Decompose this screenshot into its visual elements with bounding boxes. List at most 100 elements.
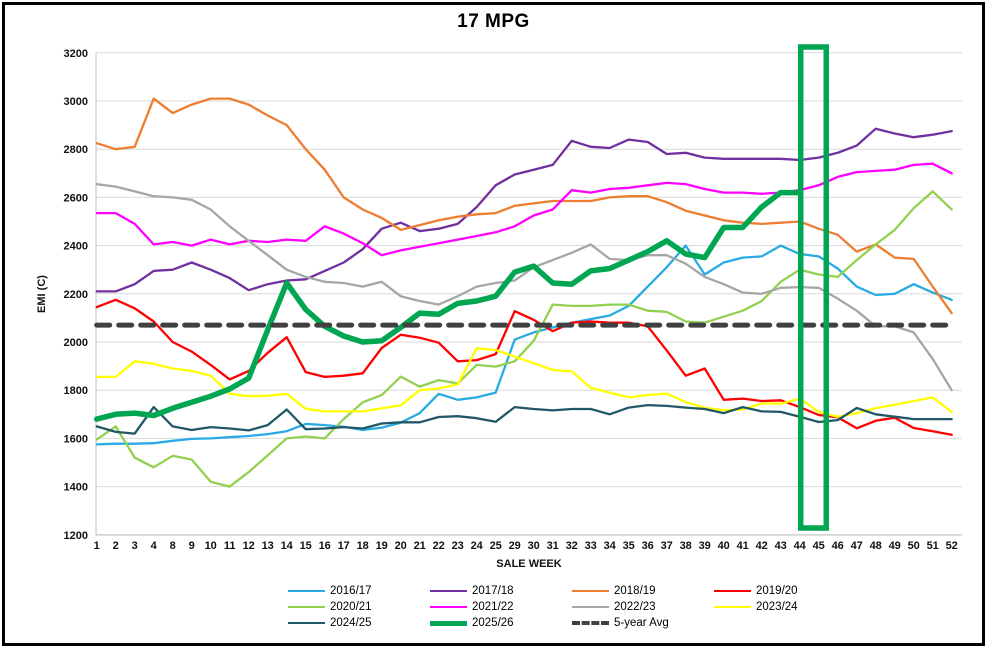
x-tick-label: 49 [889, 540, 901, 552]
legend-item-2017-18: 2017/18 [430, 585, 572, 597]
legend-row: 2020/21 2021/22 2022/23 2023/24 [288, 599, 856, 615]
legend-item-2024-25: 2024/25 [288, 617, 430, 629]
x-tick-label: 10 [205, 540, 217, 552]
x-tick-label: 13 [262, 540, 274, 552]
x-tick-label: 46 [832, 540, 844, 552]
x-tick-label: 30 [528, 540, 540, 552]
y-axis-title: EMI (C) [36, 275, 48, 313]
legend-label: 2019/20 [756, 585, 798, 597]
y-tick-label: 2600 [64, 192, 88, 204]
x-tick-label: 33 [585, 540, 597, 552]
x-tick-label: 47 [851, 540, 863, 552]
legend-item-2019-20: 2019/20 [714, 585, 856, 597]
legend-swatch [572, 589, 609, 593]
legend-label: 2024/25 [330, 617, 372, 629]
y-tick-label: 3000 [64, 96, 88, 108]
series-line-2019-20 [95, 298, 953, 436]
x-tick-label: 32 [566, 540, 578, 552]
x-tick-label: 4 [151, 540, 158, 552]
x-tick-label: 39 [699, 540, 711, 552]
x-tick-label: 17 [338, 540, 350, 552]
series-line-2018-19 [95, 97, 953, 315]
y-tick-label: 1400 [64, 482, 88, 494]
x-tick-label: 31 [547, 540, 559, 552]
series-line-2025-26 [93, 189, 803, 422]
x-tick-label: 24 [471, 540, 484, 552]
y-tick-label: 1600 [64, 433, 88, 445]
x-tick-label: 45 [813, 540, 825, 552]
legend-label: 2017/18 [472, 585, 514, 597]
x-tick-label: 1 [94, 540, 100, 552]
legend-item-5-year-avg: 5-year Avg [572, 617, 714, 629]
series-line-2020-21 [95, 190, 953, 488]
legend-item-2021-22: 2021/22 [430, 601, 572, 613]
series-line-2017-18 [95, 127, 953, 293]
series-line-2023-24 [95, 347, 953, 418]
x-tick-label: 51 [927, 540, 939, 552]
x-tick-label: 38 [680, 540, 692, 552]
series-line-2022-23 [95, 182, 953, 392]
x-tick-label: 37 [661, 540, 673, 552]
x-axis-title: SALE WEEK [496, 558, 561, 570]
legend-swatch [430, 605, 467, 609]
y-tick-label: 2000 [64, 337, 88, 349]
x-tick-label: 8 [170, 540, 176, 552]
legend-swatch [288, 589, 325, 593]
x-tick-label: 20 [395, 540, 407, 552]
legend-item-2023-24: 2023/24 [714, 601, 856, 613]
x-tick-label: 15 [300, 540, 312, 552]
x-tick-label: 19 [376, 540, 388, 552]
legend-label: 2023/24 [756, 601, 798, 613]
legend-item-2022-23: 2022/23 [572, 601, 714, 613]
y-tick-label: 1800 [64, 385, 88, 397]
legend-swatch [430, 620, 467, 626]
legend-label: 2025/26 [472, 617, 514, 629]
legend-swatch [572, 605, 609, 609]
x-tick-label: 18 [357, 540, 369, 552]
x-tick-label: 29 [509, 540, 521, 552]
legend-row: 2016/17 2017/18 2018/19 2019/20 [288, 583, 856, 599]
legend-label: 2018/19 [614, 585, 656, 597]
legend-swatch [572, 621, 609, 625]
legend-label: 5-year Avg [614, 617, 669, 629]
x-tick-label: 22 [433, 540, 445, 552]
x-tick-label: 25 [490, 540, 502, 552]
chart-canvas: 1200 1400 1600 1800 2000 2200 2400 2600 2800 3000… [36, 44, 962, 570]
legend-item-2018-19: 2018/19 [572, 585, 714, 597]
series-line-2024-25 [95, 403, 953, 435]
x-tick-label: 11 [224, 540, 236, 552]
legend-item-2016-17: 2016/17 [288, 585, 430, 597]
y-tick-label: 2800 [64, 144, 88, 156]
legend-swatch [714, 605, 751, 609]
x-tick-label: 40 [718, 540, 730, 552]
legend-swatch [288, 621, 325, 625]
legend-swatch [714, 589, 751, 593]
highlight-rect [797, 44, 830, 531]
legend-row: 2024/25 2025/26 5-year Avg [288, 615, 856, 631]
x-tick-label: 16 [319, 540, 331, 552]
legend-swatch [430, 589, 467, 593]
y-tick-label: 1200 [64, 530, 88, 542]
y-tick-label: 2400 [64, 241, 88, 253]
x-tick-label: 35 [623, 540, 635, 552]
x-tick-label: 23 [452, 540, 464, 552]
x-tick-label: 44 [794, 540, 807, 552]
legend-label: 2022/23 [614, 601, 656, 613]
x-tick-label: 52 [946, 540, 958, 552]
x-tick-label: 34 [604, 540, 617, 552]
x-tick-label: 3 [132, 540, 138, 552]
x-tick-label: 12 [243, 540, 255, 552]
legend-item-2020-21: 2020/21 [288, 601, 430, 613]
legend-swatch [288, 605, 325, 609]
legend-label: 2016/17 [330, 585, 372, 597]
x-tick-label: 36 [642, 540, 654, 552]
x-tick-label: 14 [281, 540, 294, 552]
x-tick-label: 2 [113, 540, 119, 552]
x-tick-label: 21 [414, 540, 426, 552]
x-tick-label: 50 [908, 540, 920, 552]
series-line-2016-17 [95, 244, 953, 446]
chart-legend: 2016/17 2017/18 2018/19 2019/20 2020/21 2021/… [288, 583, 856, 631]
legend-label: 2020/21 [330, 601, 372, 613]
x-tick-label: 9 [189, 540, 195, 552]
y-tick-label: 3200 [64, 48, 88, 60]
